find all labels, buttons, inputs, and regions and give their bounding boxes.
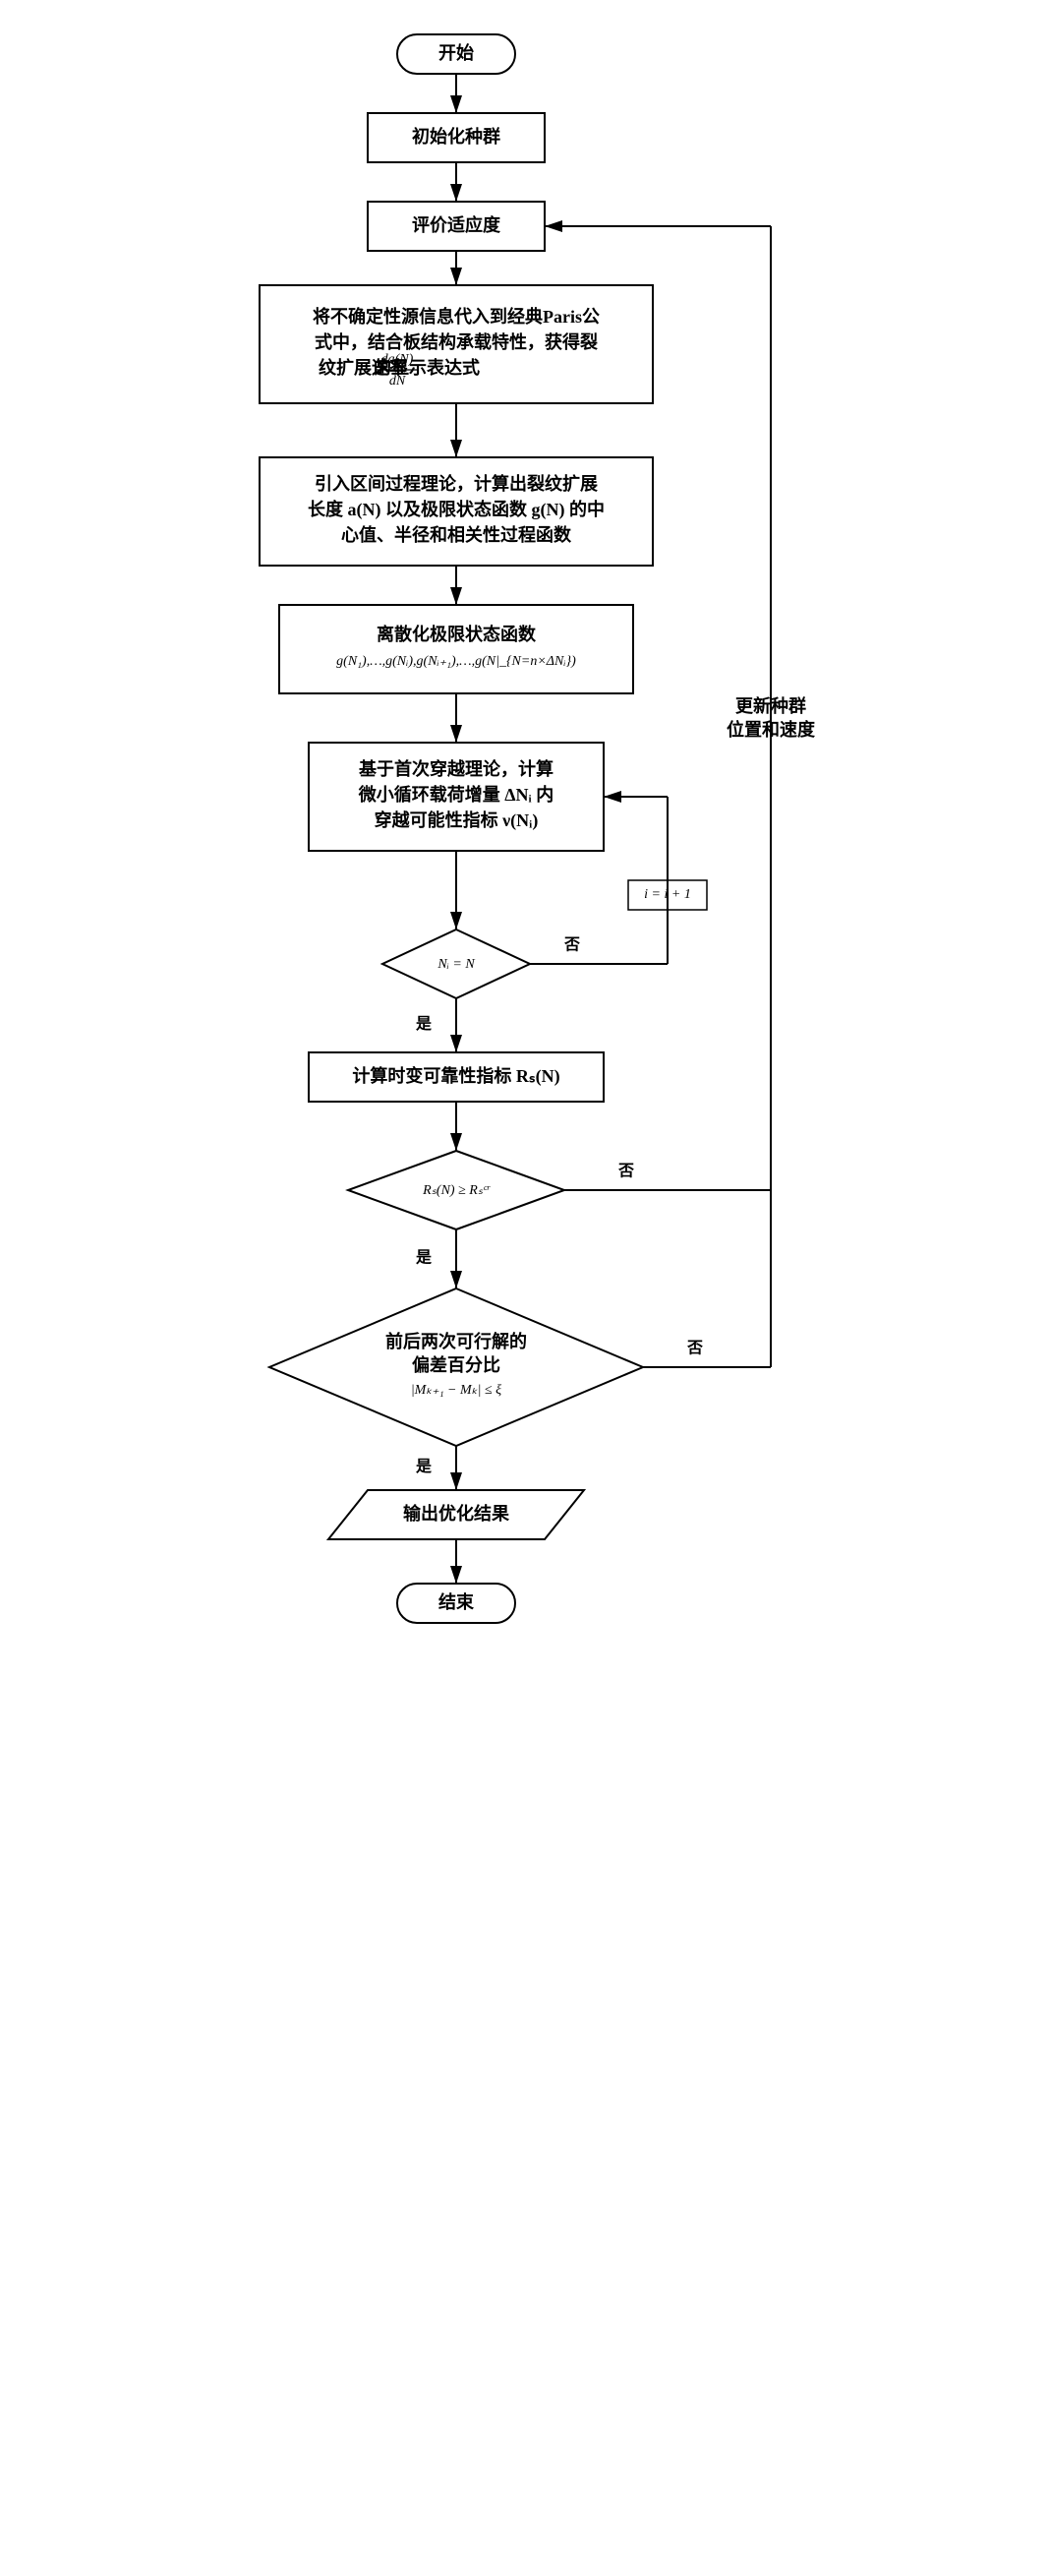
svg-text:式中，结合板结构承载特性，获得裂: 式中，结合板结构承载特性，获得裂	[315, 331, 598, 352]
svg-text:初始化种群: 初始化种群	[412, 126, 500, 147]
svg-text:前后两次可行解的: 前后两次可行解的	[385, 1331, 527, 1351]
svg-text:g(N₁),…,g(Nᵢ),g(Nᵢ₊₁),…,g(N|_{: g(N₁),…,g(Nᵢ),g(Nᵢ₊₁),…,g(N|_{N=n×ΔNᵢ})	[336, 654, 576, 669]
svg-text:微小循环载荷增量 ΔNᵢ 内: 微小循环载荷增量 ΔNᵢ 内	[357, 784, 553, 805]
svg-text:否: 否	[686, 1340, 703, 1357]
svg-text:基于首次穿越理论，计算: 基于首次穿越理论，计算	[358, 758, 554, 779]
svg-text:偏差百分比: 偏差百分比	[412, 1354, 500, 1375]
svg-text:是: 是	[414, 1458, 431, 1475]
svg-text:引入区间过程理论，计算出裂纹扩展: 引入区间过程理论，计算出裂纹扩展	[315, 473, 599, 494]
svg-text:开始: 开始	[438, 42, 474, 63]
svg-text:离散化极限状态函数: 离散化极限状态函数	[377, 624, 537, 644]
svg-text:结束: 结束	[438, 1591, 475, 1612]
svg-text:|Mₖ₊₁ − Mₖ| ≤ ξ: |Mₖ₊₁ − Mₖ| ≤ ξ	[410, 1383, 500, 1398]
svg-text:Rₛ(N) ≥ Rₛᶜʳ: Rₛ(N) ≥ Rₛᶜʳ	[422, 1183, 491, 1198]
svg-text:是: 是	[414, 1249, 431, 1267]
svg-text:否: 否	[617, 1163, 634, 1180]
svg-text:是: 是	[414, 1015, 431, 1033]
svg-text:否: 否	[563, 936, 580, 954]
flowchart-canvas: 开始初始化种群评价适应度将不确定性源信息代入到经典Paris公式中，结合板结构承…	[181, 20, 869, 1643]
svg-text:评价适应度: 评价适应度	[412, 214, 501, 235]
svg-text:长度 a(N) 以及极限状态函数 g(N) 的中: 长度 a(N) 以及极限状态函数 g(N) 的中	[308, 499, 605, 520]
svg-text:心值、半径和相关性过程函数: 心值、半径和相关性过程函数	[341, 524, 572, 545]
svg-text:将不确定性源信息代入到经典Paris公: 将不确定性源信息代入到经典Paris公	[313, 306, 600, 327]
svg-text:输出优化结果: 输出优化结果	[403, 1503, 510, 1524]
svg-text:计算时变可靠性指标 Rₛ(N): 计算时变可靠性指标 Rₛ(N)	[352, 1065, 559, 1087]
svg-text:穿越可能性指标 ν(Nᵢ): 穿越可能性指标 ν(Nᵢ)	[374, 809, 538, 831]
svg-text:的显示表达式: 的显示表达式	[374, 357, 480, 378]
svg-text:Nᵢ = N: Nᵢ = N	[437, 957, 475, 972]
